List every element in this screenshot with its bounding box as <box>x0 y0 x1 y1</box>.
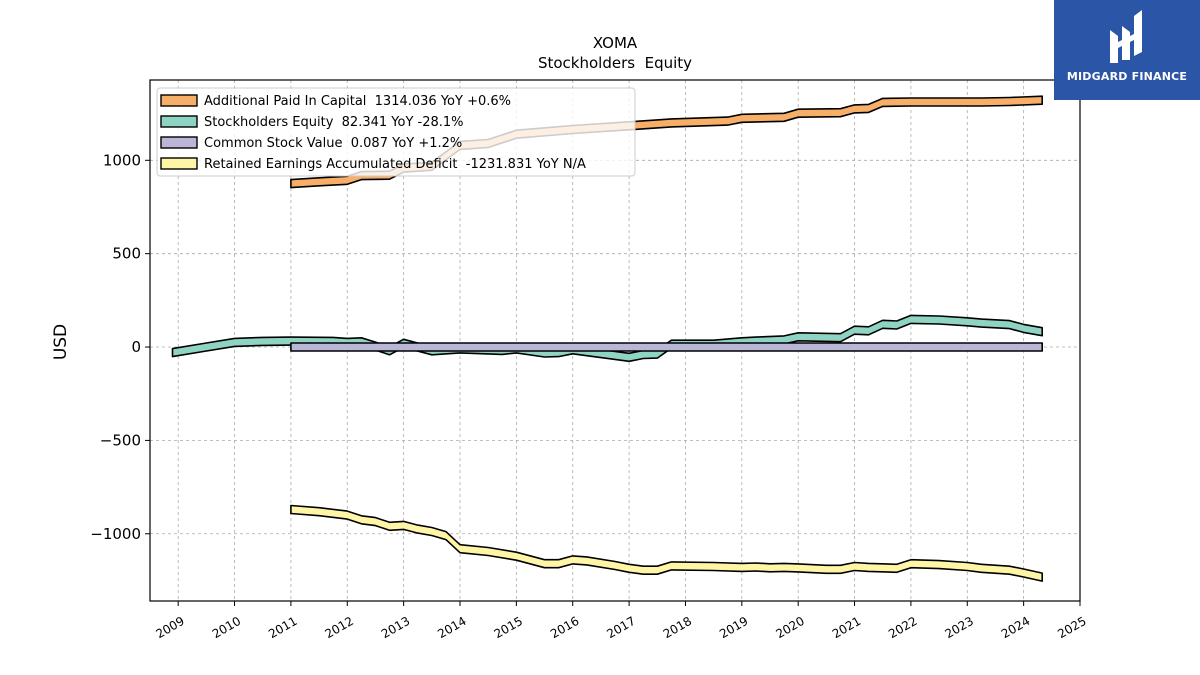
x-tick-label: 2015 <box>492 614 525 641</box>
legend-entry: Additional Paid In Capital 1314.036 YoY … <box>204 94 511 109</box>
x-tick-label: 2009 <box>153 614 186 641</box>
x-tick-label: 2023 <box>943 614 976 641</box>
x-tick-label: 2017 <box>604 614 637 641</box>
y-tick-label: −500 <box>100 431 141 449</box>
series-band-stockholders-equity <box>171 314 1043 363</box>
legend-swatch <box>160 136 198 149</box>
x-tick-label: 2020 <box>773 614 806 641</box>
series-band-common-stock-value <box>290 342 1043 352</box>
y-tick-label: 1000 <box>103 151 141 169</box>
x-tick-label: 2013 <box>379 614 412 641</box>
plot-frame <box>149 79 1081 602</box>
x-tick-label: 2024 <box>999 614 1032 641</box>
legend-entry: Stockholders Equity 82.341 YoY -28.1% <box>204 115 464 130</box>
legend-swatch <box>160 115 198 128</box>
y-axis: −1000 −500 0 500 1000 <box>90 151 150 543</box>
chart-subtitle: Stockholders Equity <box>538 54 692 72</box>
y-tick-label: 0 <box>131 338 141 356</box>
x-tick-label: 2014 <box>435 614 468 641</box>
x-tick-label: 2010 <box>210 614 243 641</box>
brand-logo: MIDGARD FINANCE <box>1054 0 1200 100</box>
midgard-logo-icon <box>1110 10 1142 63</box>
x-tick-label: 2021 <box>830 614 863 641</box>
chart-title: XOMA <box>593 34 638 52</box>
series-band-retained-earnings-accumulated-deficit <box>290 504 1043 582</box>
x-tick-label: 2011 <box>266 614 299 641</box>
x-axis: 2009 2010 2011 2012 2013 2014 2015 2016 2017 2018… <box>153 601 1089 641</box>
y-tick-label: −1000 <box>90 525 141 543</box>
x-tick-label: 2016 <box>548 614 581 641</box>
x-tick-label: 2012 <box>323 614 356 641</box>
y-axis-label: USD <box>51 324 71 360</box>
legend-entry: Common Stock Value 0.087 YoY +1.2% <box>204 136 462 151</box>
x-tick-label: 2019 <box>717 614 750 641</box>
legend-entry: Retained Earnings Accumulated Deficit -1… <box>204 157 586 172</box>
x-tick-label: 2022 <box>886 614 919 641</box>
x-tick-label: 2025 <box>1055 614 1088 641</box>
x-tick-label: 2018 <box>661 614 694 641</box>
legend-swatch <box>160 157 198 170</box>
brand-name: MIDGARD FINANCE <box>1066 70 1188 83</box>
legend: Additional Paid In Capital 1314.036 YoY … <box>156 87 636 177</box>
legend-box <box>156 87 636 177</box>
legend-swatch <box>160 94 198 107</box>
y-tick-label: 500 <box>112 245 141 263</box>
